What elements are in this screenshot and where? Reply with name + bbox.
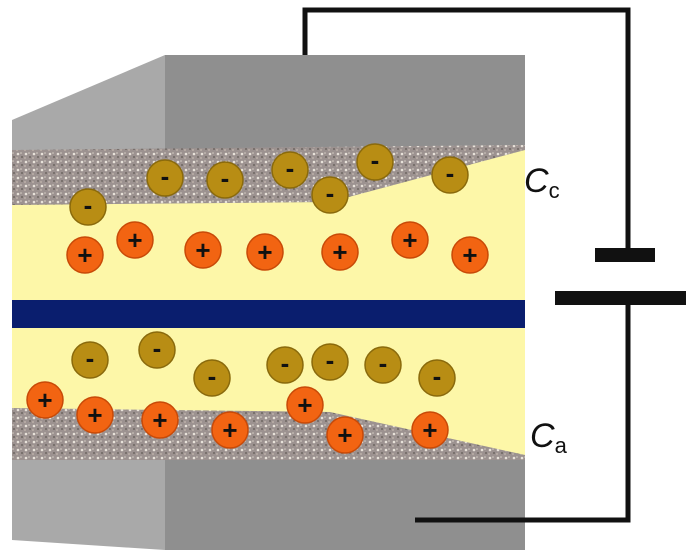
battery-long-plate xyxy=(555,291,686,305)
cation-sign: + xyxy=(127,225,142,255)
anion-sign: - xyxy=(371,145,380,175)
cation-sign: + xyxy=(332,237,347,267)
cathode-label: Cc xyxy=(524,162,560,203)
anion-sign: - xyxy=(281,348,290,378)
cation-sign: + xyxy=(222,415,237,445)
anion-sign: - xyxy=(326,178,335,208)
anion-sign: - xyxy=(446,158,455,188)
cation-sign: + xyxy=(297,390,312,420)
battery-short-plate xyxy=(595,248,655,262)
cation-sign: + xyxy=(257,237,272,267)
supercapacitor-diagram: Cc Ca --------------++++++++++++++ xyxy=(0,0,686,550)
anion-sign: - xyxy=(433,361,442,391)
cation-sign: + xyxy=(87,400,102,430)
anion-sign: - xyxy=(286,153,295,183)
anion-sign: - xyxy=(161,161,170,191)
anion-sign: - xyxy=(86,343,95,373)
cation-sign: + xyxy=(195,235,210,265)
anode-subscript: a xyxy=(555,433,568,458)
separator xyxy=(12,300,525,328)
cation-sign: + xyxy=(77,240,92,270)
cation-sign: + xyxy=(462,240,477,270)
anion-sign: - xyxy=(221,163,230,193)
anion-sign: - xyxy=(208,361,217,391)
cathode-subscript: c xyxy=(549,178,560,203)
cathode-symbol: C xyxy=(524,162,549,200)
cation-sign: + xyxy=(152,405,167,435)
anode-symbol: C xyxy=(530,417,555,455)
anion-sign: - xyxy=(84,190,93,220)
anion-sign: - xyxy=(379,348,388,378)
anion-sign: - xyxy=(153,333,162,363)
cation-sign: + xyxy=(402,225,417,255)
anion-sign: - xyxy=(326,345,335,375)
cation-sign: + xyxy=(337,420,352,450)
anode-label: Ca xyxy=(530,417,568,458)
cation-sign: + xyxy=(37,385,52,415)
cation-sign: + xyxy=(422,415,437,445)
